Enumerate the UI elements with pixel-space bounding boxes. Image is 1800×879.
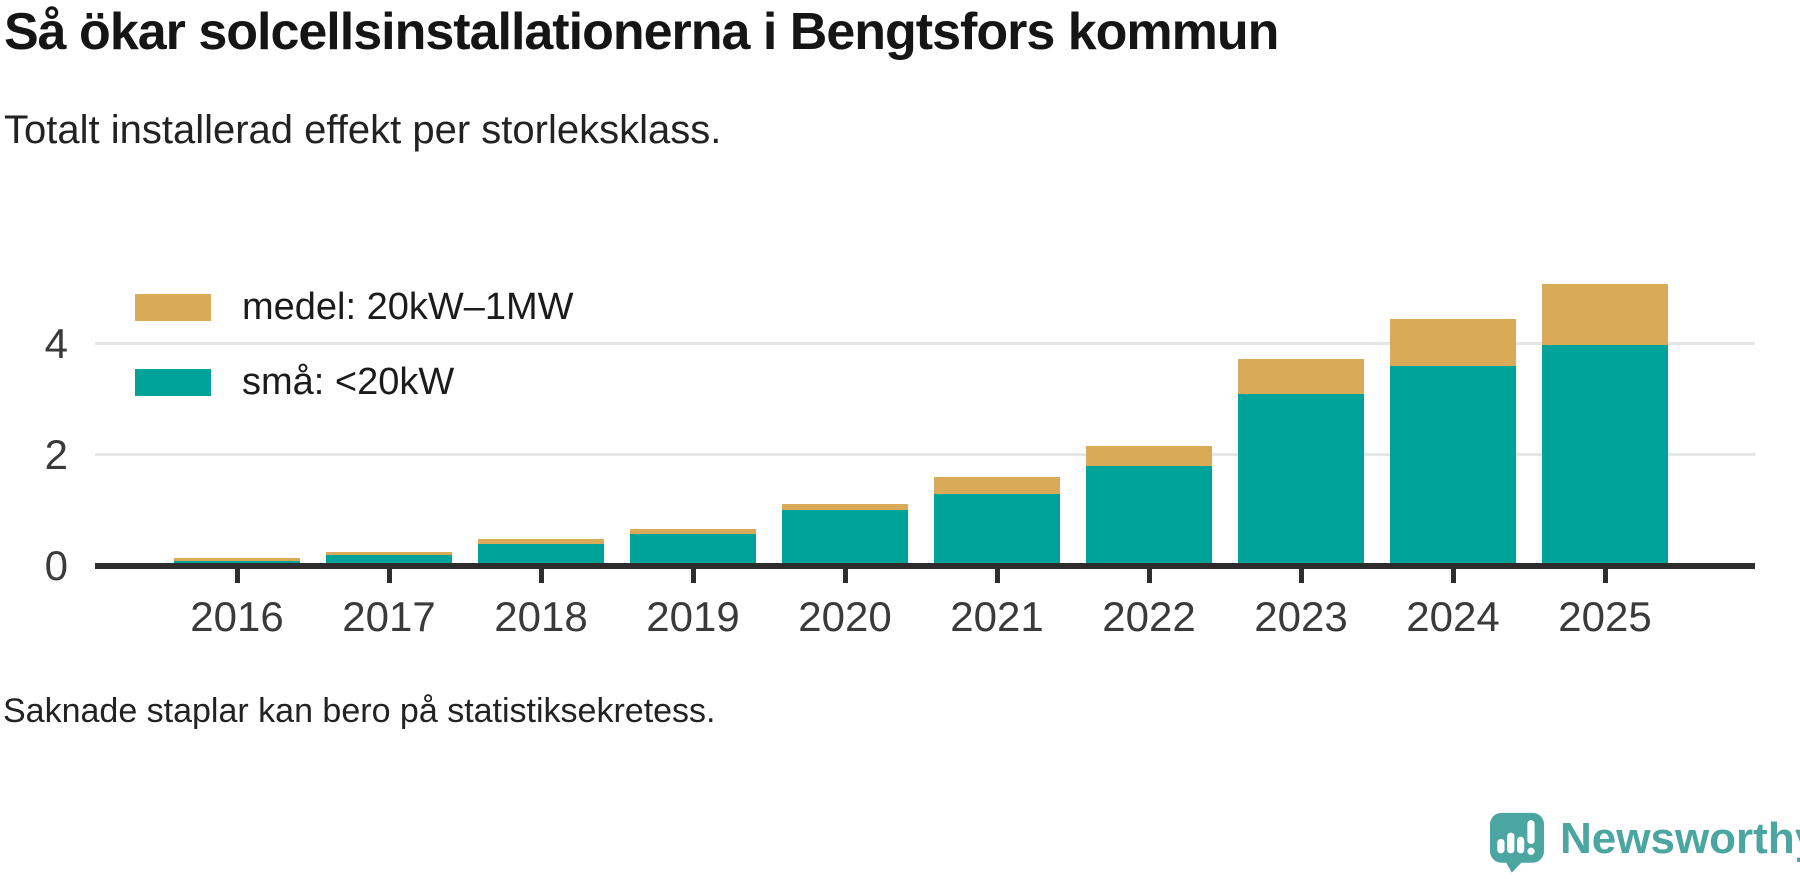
bar-segment — [478, 538, 604, 544]
legend-label-smaa: små: <20kW — [242, 361, 455, 403]
bar-segment — [174, 558, 300, 561]
gridline — [95, 342, 1755, 346]
x-axis-tick — [994, 569, 1000, 583]
x-axis-label: 2025 — [1558, 593, 1652, 640]
bar-segment — [1390, 365, 1516, 569]
bar-segment — [1542, 345, 1668, 569]
bar-segment — [630, 528, 756, 534]
x-axis-line — [95, 563, 1755, 569]
gridline — [95, 453, 1755, 457]
bar-segment — [1086, 446, 1212, 466]
x-axis-tick — [842, 569, 848, 583]
x-axis-label: 2018 — [494, 593, 588, 640]
bar-segment — [782, 504, 908, 511]
x-axis-label: 2020 — [798, 593, 892, 640]
x-axis-tick — [1298, 569, 1304, 583]
bar-segment — [782, 510, 908, 569]
x-axis-label: 2016 — [190, 593, 284, 640]
legend-label-medel: medel: 20kW–1MW — [242, 286, 574, 328]
page-title: Så ökar solcellsinstallationerna i Bengt… — [4, 3, 1279, 61]
brand-logo: Newsworthy — [1490, 812, 1800, 874]
bar-segment — [1238, 394, 1364, 569]
x-axis-tick — [1450, 569, 1456, 583]
bar-segment — [326, 551, 452, 555]
legend-item-smaa: små: <20kW — [113, 351, 477, 414]
x-axis-tick — [538, 569, 544, 583]
x-axis-label: 2022 — [1102, 593, 1196, 640]
x-axis-label: 2019 — [646, 593, 740, 640]
x-axis-label: 2023 — [1254, 593, 1348, 640]
legend-item-medel: medel: 20kW–1MW — [113, 276, 596, 339]
x-axis-label: 2024 — [1406, 593, 1500, 640]
y-axis-label: 2 — [44, 430, 68, 478]
newsworthy-wordmark: Newsworthy — [1560, 814, 1800, 863]
x-axis-tick — [234, 569, 240, 583]
y-axis-label: 0 — [44, 542, 68, 589]
x-axis-tick — [386, 569, 392, 583]
bar-segment — [1390, 318, 1516, 366]
bar-segment — [1542, 283, 1668, 346]
x-axis-tick — [690, 569, 696, 583]
bar-segment — [934, 494, 1060, 569]
x-axis-label: 2021 — [950, 593, 1044, 640]
chart-footnote: Saknade staplar kan bero på statistiksek… — [3, 692, 716, 730]
bar-segment — [934, 477, 1060, 495]
newsworthy-logo-icon — [1490, 812, 1544, 873]
x-axis-tick — [1146, 569, 1152, 583]
chart-subtitle: Totalt installerad effekt per storlekskl… — [4, 108, 722, 152]
y-axis-label: 4 — [44, 319, 68, 367]
x-axis-tick — [1602, 569, 1608, 583]
x-axis-label: 2017 — [342, 593, 436, 640]
legend-swatch-smaa — [135, 369, 211, 396]
legend: medel: 20kW–1MW små: <20kW — [113, 276, 596, 414]
bar-segment — [1086, 465, 1212, 569]
bar-segment — [1238, 359, 1364, 395]
legend-swatch-medel — [135, 294, 211, 321]
